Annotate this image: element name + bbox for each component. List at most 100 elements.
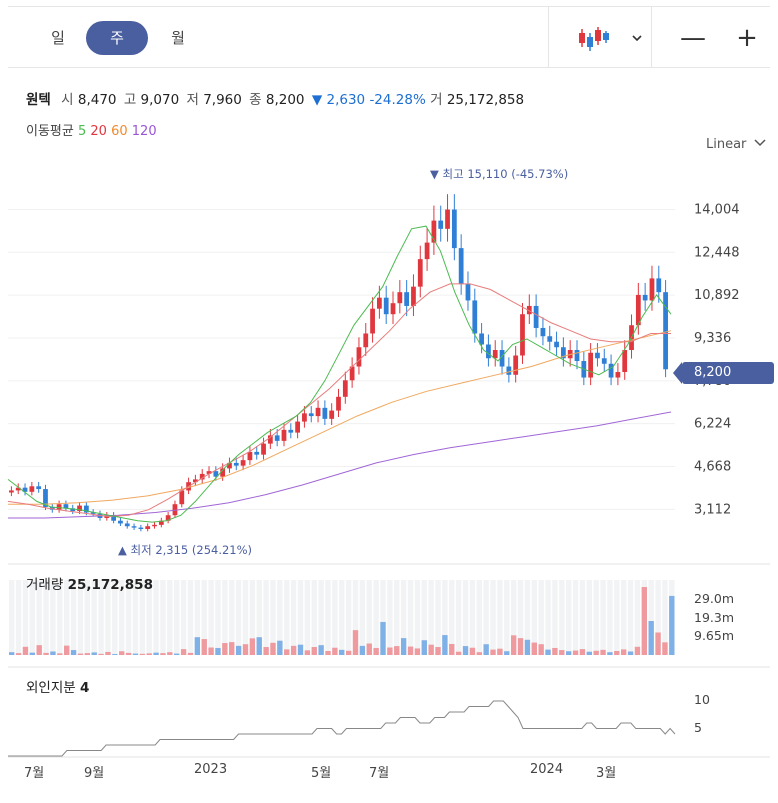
volume-bar-bg xyxy=(593,580,599,655)
tab-monthly[interactable]: 월 xyxy=(171,29,185,47)
volume-bar-bg xyxy=(304,580,311,655)
zoom-out-button[interactable]: — xyxy=(680,23,706,53)
volume-bar xyxy=(455,651,462,655)
volume-bar-bg xyxy=(215,580,221,655)
tab-daily[interactable]: 일 xyxy=(51,29,65,47)
volume-bar xyxy=(277,640,283,655)
ma20-legend: 20 xyxy=(90,124,107,139)
candle-body xyxy=(465,283,471,301)
volume-bar-bg xyxy=(77,580,84,655)
volume-bar xyxy=(435,647,441,655)
candle-body xyxy=(254,451,260,455)
volume-bar-bg xyxy=(442,580,448,655)
volume-label: 거 xyxy=(430,92,443,108)
candle-body xyxy=(635,294,641,326)
foreign-panel-value: 4 xyxy=(79,680,90,696)
candle-body xyxy=(43,489,48,507)
volume-bar xyxy=(490,649,496,655)
volume-bar-bg xyxy=(345,580,352,655)
volume-bar xyxy=(229,642,235,655)
volume-bar xyxy=(442,635,448,655)
volume-bar-bg xyxy=(662,580,668,655)
y-tick-label: 9,336 xyxy=(694,331,731,346)
tab-weekly[interactable]: 주 xyxy=(86,21,148,55)
candle-body xyxy=(649,278,655,301)
ma5-line xyxy=(7,225,672,523)
x-axis-label: 7월 xyxy=(24,766,45,781)
volume-bar xyxy=(531,642,537,655)
volume-bar xyxy=(497,648,503,655)
candle-body xyxy=(308,413,314,417)
ma60-line xyxy=(8,330,672,505)
volume-bar xyxy=(593,650,599,655)
zoom-in-button[interactable]: + xyxy=(736,23,758,53)
volume-bar xyxy=(139,653,146,655)
volume-bar-bg xyxy=(91,580,97,655)
volume-bar-bg xyxy=(373,580,379,655)
top-toolbar: 일 주 월 — + xyxy=(8,6,770,68)
volume-bar xyxy=(77,653,84,655)
toolbar-divider xyxy=(548,7,549,67)
volume-bar xyxy=(559,650,565,655)
volume-bar-bg xyxy=(36,580,42,655)
candle-body xyxy=(83,505,89,513)
candle-body xyxy=(383,297,389,315)
candle-body xyxy=(199,473,205,480)
volume-bar xyxy=(242,644,249,655)
volume-bar xyxy=(98,653,104,655)
volume-bar xyxy=(9,652,15,655)
volume-bar-bg xyxy=(339,580,345,655)
volume-bar-bg xyxy=(352,580,359,655)
volume-bar-bg xyxy=(194,580,201,655)
volume-bar-bg xyxy=(153,580,159,655)
candle-body xyxy=(370,308,375,334)
ma120-line xyxy=(8,411,672,519)
candle-body xyxy=(70,508,76,512)
volume-bar-bg xyxy=(449,580,455,655)
volume-bar-bg xyxy=(290,580,297,655)
change-value: ▼ 2,630 -24.28% xyxy=(311,92,426,108)
candle-body xyxy=(479,333,484,345)
volume-bar xyxy=(449,643,455,655)
candle-body xyxy=(499,350,505,367)
open-value: 8,470 xyxy=(77,92,117,108)
volume-bar-bg xyxy=(132,580,139,655)
candle-body xyxy=(22,487,28,492)
volume-bar xyxy=(249,638,256,655)
volume-bar xyxy=(345,650,352,655)
current-price-tag: 8,200 xyxy=(673,362,774,384)
volume-bar-bg xyxy=(160,580,166,655)
x-axis-label: 5월 xyxy=(311,766,332,781)
volume-bar xyxy=(270,642,276,655)
volume-bar xyxy=(641,587,647,655)
candle-body xyxy=(622,350,628,373)
volume-bar-bg xyxy=(146,580,152,655)
candle-body xyxy=(595,352,600,359)
volume-tick: 29.0m xyxy=(694,591,735,606)
volume-bar xyxy=(160,653,166,655)
volume-bar xyxy=(297,644,304,655)
volume-bar-bg xyxy=(284,580,290,655)
volume-bar-bg xyxy=(332,580,338,655)
volume-bar-bg xyxy=(380,580,386,655)
volume-bar-bg xyxy=(50,580,56,655)
scale-mode-selector[interactable]: Linear xyxy=(706,137,766,152)
candle-body xyxy=(233,462,239,466)
volume-bar-bg xyxy=(476,580,482,655)
volume-bar-bg xyxy=(43,580,49,655)
volume-bar-bg xyxy=(559,580,565,655)
candle-body xyxy=(261,443,266,455)
volume-bar xyxy=(607,652,613,655)
moving-average-legend[interactable]: 이동평균 5 20 60 120 xyxy=(26,120,157,139)
volume-bar xyxy=(119,651,125,655)
candle-body xyxy=(193,479,198,483)
candle-body xyxy=(145,526,151,529)
volume-bar xyxy=(387,647,393,655)
volume-bar xyxy=(215,647,221,655)
low-value: 7,960 xyxy=(203,92,242,108)
volume-bar-bg xyxy=(22,580,29,655)
candle-body xyxy=(390,303,396,315)
chart-type-selector[interactable] xyxy=(576,25,656,55)
x-axis-label: 9월 xyxy=(84,766,105,781)
